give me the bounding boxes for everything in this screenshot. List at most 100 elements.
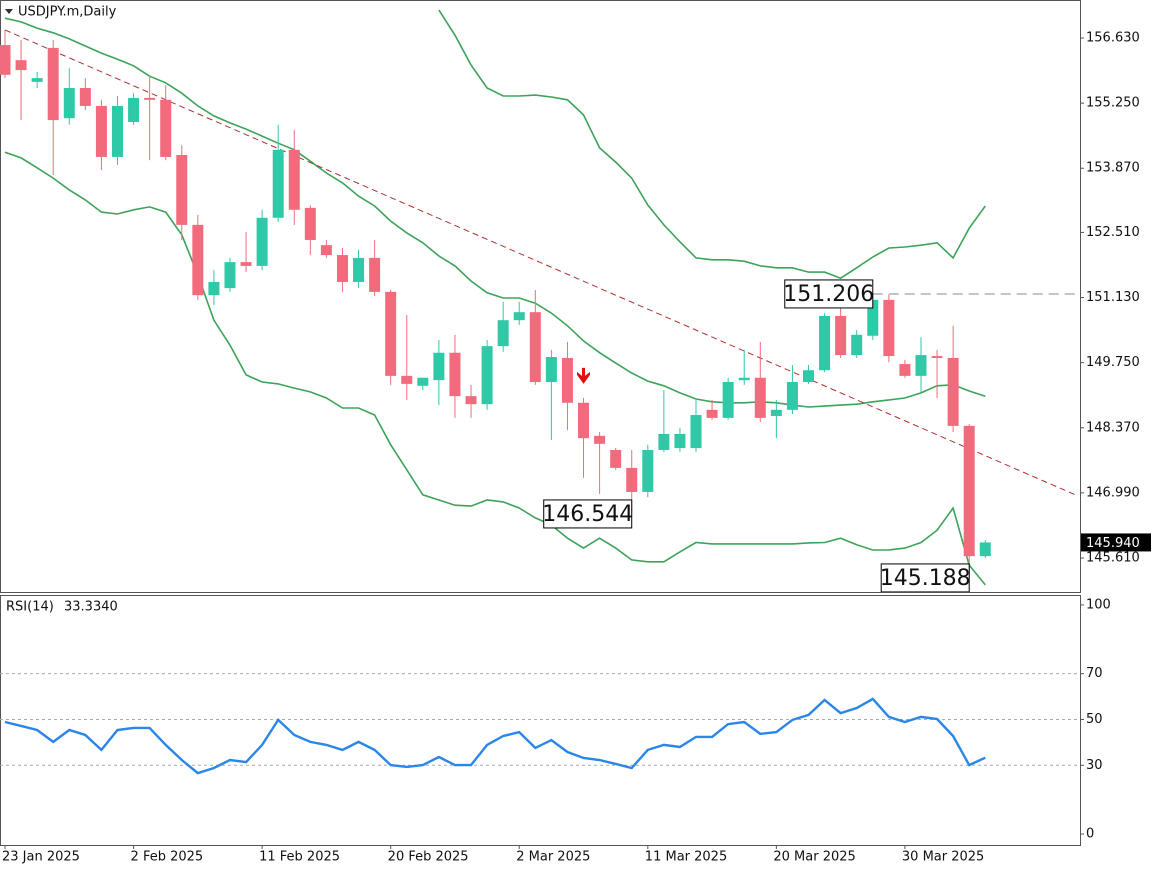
rsi-line (4, 697, 986, 775)
y-tick-label: 155.250 (1086, 96, 1140, 111)
candle-body (770, 409, 782, 416)
y-tick-label: 145.610 (1086, 551, 1140, 566)
candle-body (79, 88, 91, 106)
candle-body (128, 97, 140, 122)
candle-body (610, 449, 622, 468)
candle-body (738, 377, 750, 381)
candle-body (240, 262, 252, 266)
y-tick-label: 152.510 (1086, 225, 1140, 240)
rsi-title: RSI(14) (6, 600, 54, 615)
candle-body (722, 382, 734, 418)
candle-body (449, 352, 461, 397)
rsi-current: 33.3340 (64, 600, 118, 615)
candle-body (111, 105, 123, 157)
x-tick-label: 2 Feb 2025 (131, 850, 204, 865)
price-label: 145.188 (880, 566, 971, 591)
candle-body (979, 542, 991, 557)
candle-body (786, 382, 798, 410)
candle-body (417, 377, 429, 386)
main-plot: 151.206 146.544 145.188 (0, 9, 1080, 592)
axes: 156.630 155.250 153.870 152.510 151.130 149.7… (2, 30, 1151, 865)
candle-body (272, 149, 284, 218)
candle-body (369, 257, 381, 292)
candle-body (95, 105, 107, 157)
candle-body (674, 433, 686, 449)
price-label-box (784, 279, 874, 309)
price-label: 151.206 (783, 282, 874, 307)
candle-body (947, 357, 959, 426)
y-tick-label: 146.990 (1086, 485, 1140, 500)
y-tick-label: 153.870 (1086, 161, 1140, 176)
candle-body (594, 435, 606, 444)
candle-body (963, 425, 975, 557)
candle-body (819, 315, 831, 371)
main-frame (0, 0, 1081, 593)
x-tick-label: 20 Feb 2025 (388, 850, 469, 865)
candle-body (529, 312, 541, 383)
candle-body (658, 433, 670, 450)
last-price-box (1081, 533, 1151, 552)
y-tick-label: 0 (1086, 827, 1094, 842)
candle-body (320, 245, 332, 256)
candle-body (497, 320, 509, 347)
chart-title: USDJPY.m,Daily (18, 5, 117, 20)
y-tick-label: 50 (1086, 712, 1103, 727)
candle-body (15, 60, 27, 71)
candle-body (304, 207, 316, 240)
candle-body (578, 402, 590, 439)
candle-body (642, 449, 654, 492)
candle-body (31, 78, 43, 82)
candle-body (690, 415, 702, 449)
y-tick-label: 148.370 (1086, 420, 1140, 435)
candle-body (336, 255, 348, 282)
x-tick-label: 30 Mar 2025 (902, 850, 984, 865)
x-tick-label: 2 Mar 2025 (516, 850, 590, 865)
y-tick-label: 156.630 (1086, 30, 1140, 45)
x-tick-label: 20 Mar 2025 (773, 850, 855, 865)
candle-body (754, 377, 766, 418)
candle-body (481, 346, 493, 405)
candle-body (545, 356, 557, 383)
y-tick-label: 100 (1086, 597, 1111, 612)
price-label-box (543, 499, 633, 529)
candle-body (561, 357, 573, 403)
x-tick-label: 11 Mar 2025 (645, 850, 727, 865)
x-tick-label: 11 Feb 2025 (259, 850, 340, 865)
menu-icon[interactable] (5, 9, 13, 14)
candle-body (160, 99, 172, 157)
candle-body (47, 47, 59, 121)
candle-body (433, 352, 445, 381)
candle-body (465, 396, 477, 405)
candle-body (224, 262, 236, 289)
candle-body (851, 334, 863, 356)
y-tick-label: 30 (1086, 758, 1103, 773)
candle-body (915, 355, 927, 376)
candle-body (353, 257, 365, 282)
candle-body (835, 315, 847, 356)
candle-body (176, 155, 188, 225)
candle-body (931, 356, 943, 358)
price-label-box (880, 563, 970, 592)
band-lower (4, 151, 986, 586)
y-tick-label: 70 (1086, 666, 1103, 681)
band-middle (4, 17, 986, 408)
y-tick-label: 149.750 (1086, 355, 1140, 370)
candle-body (385, 291, 397, 376)
candle-body (208, 281, 220, 296)
y-tick-label: 151.130 (1086, 290, 1140, 305)
candle-body (513, 312, 525, 321)
rsi-plot (0, 673, 1080, 775)
candle-body (626, 467, 638, 492)
candle-body (256, 217, 268, 266)
candle-body (288, 149, 300, 210)
signal-arrow (577, 367, 591, 384)
candle-body (144, 97, 156, 100)
rsi-frame (0, 595, 1081, 846)
band-upper (438, 9, 986, 280)
candle-body (803, 370, 814, 383)
price-label: 146.544 (542, 502, 633, 527)
candle-body (867, 299, 879, 336)
candle-body (63, 88, 75, 119)
